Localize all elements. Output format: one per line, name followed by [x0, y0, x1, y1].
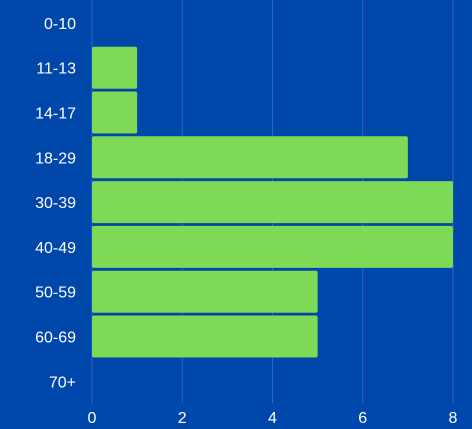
x-tick-label: 6	[358, 410, 367, 427]
category-label: 11-13	[36, 61, 76, 78]
bars	[92, 46, 453, 358]
x-tick-label: 0	[88, 410, 97, 427]
bar-11-13[interactable]	[92, 46, 138, 89]
x-tick-label: 8	[449, 410, 458, 427]
category-label: 0-10	[44, 16, 76, 33]
bar-40-49[interactable]	[92, 225, 453, 268]
x-axis-tick-labels: 0 2 4 6 8	[88, 410, 458, 427]
bar-14-17[interactable]	[92, 91, 138, 134]
category-label: 50-59	[35, 285, 76, 302]
category-label: 30-39	[35, 195, 76, 212]
bar-50-59[interactable]	[92, 270, 318, 313]
x-tick-label: 4	[268, 410, 277, 427]
bar-18-29[interactable]	[92, 136, 408, 179]
category-label: 60-69	[35, 330, 76, 347]
bar-30-39[interactable]	[92, 181, 453, 224]
x-tick-label: 2	[178, 410, 187, 427]
category-label: 18-29	[35, 150, 76, 167]
category-label: 40-49	[35, 240, 76, 257]
category-label: 70+	[49, 374, 76, 391]
category-label: 14-17	[35, 106, 76, 123]
bar-60-69[interactable]	[92, 315, 318, 358]
category-labels: 0-10 11-13 14-17 18-29 30-39 40-49 50-59 60-69 7…	[35, 16, 76, 391]
